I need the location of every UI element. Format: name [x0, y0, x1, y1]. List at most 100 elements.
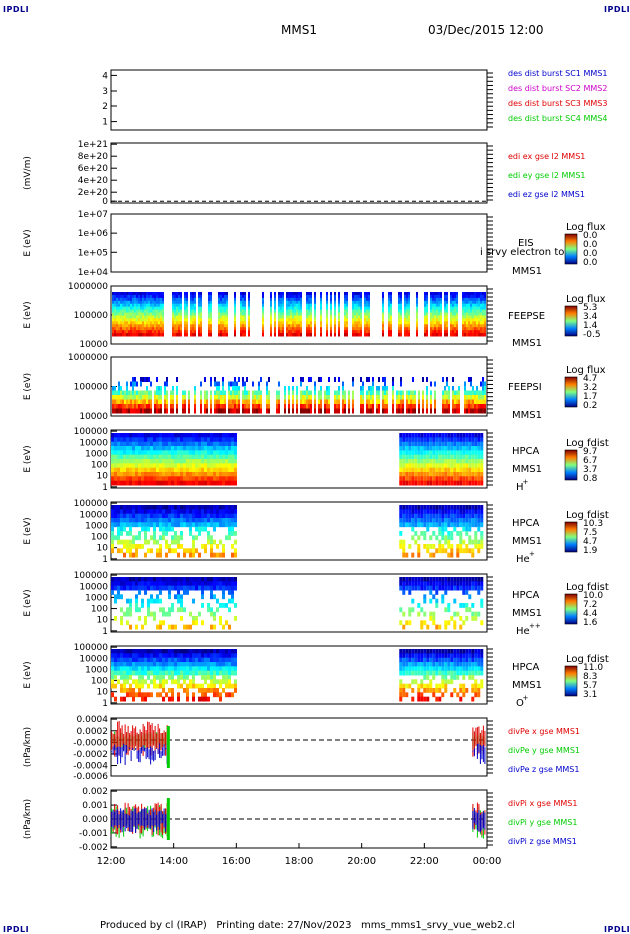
pixel [456, 333, 458, 337]
pixel [364, 330, 366, 334]
pixel [454, 312, 456, 316]
pixel [226, 294, 228, 299]
pixel [147, 467, 150, 473]
pixel [224, 292, 226, 296]
pixel [406, 294, 408, 299]
pixel [210, 522, 213, 528]
pixel [228, 459, 231, 464]
pixel [432, 297, 434, 302]
pixel [178, 300, 180, 305]
ytick-label: 6e+20 [78, 164, 109, 174]
pixel [116, 404, 118, 409]
pixel [330, 292, 332, 296]
pixel [426, 544, 430, 549]
pixel [159, 463, 162, 469]
pixel [141, 454, 144, 460]
pixel [172, 297, 174, 302]
pixel [456, 300, 458, 305]
pixel [346, 297, 348, 302]
pixel [174, 594, 177, 600]
pixel [132, 657, 135, 663]
pixel [468, 404, 470, 409]
pixel [165, 472, 168, 477]
pixel [210, 467, 213, 473]
pixel [248, 318, 250, 322]
pixel [410, 404, 412, 409]
pixel [220, 303, 222, 308]
pixel [382, 300, 384, 305]
pixel [434, 321, 436, 325]
pixel [450, 446, 454, 451]
pixel [162, 620, 165, 626]
pixel [366, 306, 368, 311]
pixel [278, 297, 280, 302]
pixel [399, 446, 403, 451]
pixel [432, 522, 436, 528]
pixel [138, 333, 140, 337]
pixel [426, 624, 430, 630]
pixel [126, 446, 129, 451]
pixel [160, 386, 162, 391]
pixel [310, 333, 312, 337]
pixel [162, 688, 165, 693]
pixel [162, 577, 165, 582]
pixel [444, 535, 448, 541]
pixel [204, 476, 207, 482]
pixel [399, 476, 403, 482]
pixel [117, 585, 120, 591]
pixel [112, 292, 114, 296]
pixel [156, 670, 159, 676]
pixel [150, 662, 153, 667]
pixel [468, 607, 472, 613]
pixel [210, 548, 213, 554]
pixel [290, 292, 292, 296]
pixel [459, 535, 463, 541]
pixel [302, 390, 304, 396]
pixel [172, 399, 174, 405]
pixel [176, 395, 178, 400]
pixel [198, 327, 200, 331]
pixel [120, 315, 122, 319]
pixel [128, 292, 130, 296]
pixel [456, 446, 460, 451]
pixel [310, 297, 312, 302]
pixel [298, 318, 300, 322]
pixel [314, 292, 316, 296]
pixel [225, 585, 228, 591]
pixel [270, 292, 272, 296]
pixel [314, 306, 316, 311]
pixel [170, 399, 172, 405]
pixel [120, 459, 123, 464]
pixel [162, 670, 165, 676]
pixel [186, 446, 189, 451]
pixel [266, 395, 268, 400]
pixel [426, 297, 428, 302]
pixel [447, 463, 451, 469]
pixel [180, 463, 183, 469]
pixel [465, 450, 469, 456]
pixel [174, 303, 176, 308]
pixel [240, 333, 242, 337]
pixel [426, 526, 430, 532]
pixel [414, 454, 418, 460]
pixel [156, 467, 159, 473]
pixel [129, 577, 132, 582]
pixel [344, 318, 346, 322]
pixel [160, 333, 162, 337]
colorbar-title: Log flux [566, 365, 606, 376]
pixel [195, 518, 198, 523]
pixel [480, 437, 484, 443]
pixel [330, 333, 332, 337]
pixel [230, 399, 232, 405]
pixel [456, 585, 460, 591]
ytick-label: 2e+20 [78, 188, 109, 198]
ytick-label: 1000 [85, 593, 108, 603]
instrument-sc: MMS1 [512, 608, 542, 619]
pixel [124, 312, 126, 316]
pixel [192, 327, 194, 331]
pixel [406, 300, 408, 305]
legend-entry: des dist burst SC1 MMS1 [508, 69, 607, 78]
pixel [189, 437, 192, 443]
pixel [141, 624, 144, 630]
pixel [206, 390, 208, 396]
